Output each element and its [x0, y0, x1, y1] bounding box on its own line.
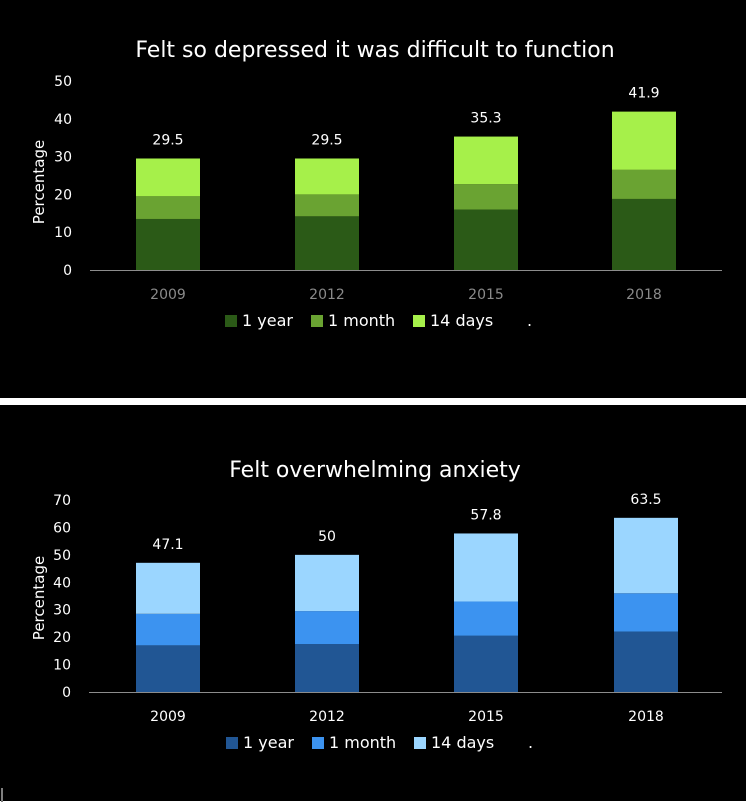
total-label: 35.3 — [470, 111, 501, 127]
x-tick-label: 2015 — [468, 287, 504, 303]
y-tick-label: 30 — [54, 150, 72, 166]
x-tick-label: 2018 — [628, 709, 664, 725]
total-label: 47.1 — [152, 537, 183, 553]
chart-panel-depressed: Felt so depressed it was difficult to fu… — [0, 0, 746, 398]
legend-label: 1 month — [329, 733, 396, 752]
chart-panel-anxiety: Felt overwhelming anxiety Percentage 0 10… — [0, 405, 746, 801]
total-label: 29.5 — [311, 132, 342, 148]
total-label: 41.9 — [628, 86, 659, 102]
bar-segment — [454, 136, 518, 185]
total-label: 57.8 — [470, 507, 501, 523]
y-tick-label: 10 — [53, 658, 71, 674]
total-label: 29.5 — [152, 132, 183, 148]
bar-segment — [612, 111, 676, 170]
bar-segment — [454, 601, 518, 636]
bar-segment — [612, 169, 676, 199]
bar-segment — [136, 196, 200, 219]
y-tick-label: 70 — [53, 493, 71, 509]
y-axis-label: Percentage — [30, 556, 48, 640]
bar-segment — [136, 218, 200, 270]
y-tick-label: 30 — [53, 603, 71, 619]
legend-swatch — [311, 315, 323, 327]
anxiety-chart-svg: Felt overwhelming anxiety Percentage 0 10… — [30, 458, 722, 752]
y-tick-label: 40 — [54, 112, 72, 128]
bar-segment — [454, 635, 518, 692]
bar-segment — [295, 216, 359, 270]
legend: 1 year 1 month 14 days. — [225, 311, 532, 330]
legend-swatch — [413, 315, 425, 327]
bar-segment — [295, 644, 359, 692]
y-tick-label: 60 — [53, 520, 71, 536]
depressed-chart-svg: Felt so depressed it was difficult to fu… — [30, 38, 722, 330]
legend-trailing-text: . — [527, 311, 532, 330]
y-axis-label: Percentage — [30, 140, 48, 224]
x-axis-ticks: 2009 2012 2015 2018 — [150, 709, 664, 725]
bar-segment — [295, 158, 359, 195]
y-axis-ticks: 0 10 20 30 40 50 — [54, 74, 72, 279]
y-tick-label: 50 — [53, 548, 71, 564]
legend-label: 1 year — [242, 311, 293, 330]
x-axis-ticks: 2009 2012 2015 2018 — [150, 287, 662, 303]
y-tick-label: 0 — [63, 263, 72, 279]
bar-segment — [136, 613, 200, 646]
x-tick-label: 2009 — [150, 287, 186, 303]
y-tick-label: 10 — [54, 225, 72, 241]
legend: 1 year 1 month 14 days. — [226, 733, 533, 752]
bar-segment — [454, 209, 518, 270]
bar-segment — [136, 562, 200, 614]
bar-segment — [614, 631, 678, 692]
bar-segment — [295, 554, 359, 612]
y-tick-label: 40 — [53, 575, 71, 591]
y-tick-label: 0 — [62, 685, 71, 701]
bar-segment — [614, 517, 678, 594]
bars — [136, 111, 676, 270]
total-label: 63.5 — [630, 492, 661, 508]
x-tick-label: 2012 — [309, 287, 345, 303]
x-tick-label: 2015 — [468, 709, 504, 725]
edge-divider — [1, 788, 3, 802]
legend-swatch — [225, 315, 237, 327]
y-tick-label: 20 — [54, 187, 72, 203]
x-tick-label: 2009 — [150, 709, 186, 725]
bar-segment — [454, 533, 518, 602]
y-tick-label: 50 — [54, 74, 72, 90]
bar-segment — [136, 158, 200, 197]
total-label: 50 — [318, 529, 336, 545]
legend-swatch — [226, 737, 238, 749]
legend-label: 1 month — [328, 311, 395, 330]
legend-trailing-text: . — [528, 733, 533, 752]
bar-segment — [454, 184, 518, 210]
chart-title: Felt overwhelming anxiety — [229, 458, 521, 483]
legend-label: 14 days — [430, 311, 493, 330]
y-axis-ticks: 0 10 20 30 40 50 60 70 — [53, 493, 71, 701]
chart-title: Felt so depressed it was difficult to fu… — [135, 38, 614, 63]
total-labels: 47.1 50 57.8 63.5 — [152, 492, 661, 553]
bars — [136, 517, 678, 692]
bar-segment — [136, 645, 200, 692]
bar-segment — [295, 611, 359, 644]
legend-label: 1 year — [243, 733, 294, 752]
x-tick-label: 2012 — [309, 709, 345, 725]
x-tick-label: 2018 — [626, 287, 662, 303]
total-labels: 29.5 29.5 35.3 41.9 — [152, 86, 659, 149]
legend-swatch — [312, 737, 324, 749]
bar-segment — [614, 593, 678, 632]
bar-segment — [612, 198, 676, 270]
legend-swatch — [414, 737, 426, 749]
legend-label: 14 days — [431, 733, 494, 752]
y-tick-label: 20 — [53, 630, 71, 646]
bar-segment — [295, 194, 359, 217]
